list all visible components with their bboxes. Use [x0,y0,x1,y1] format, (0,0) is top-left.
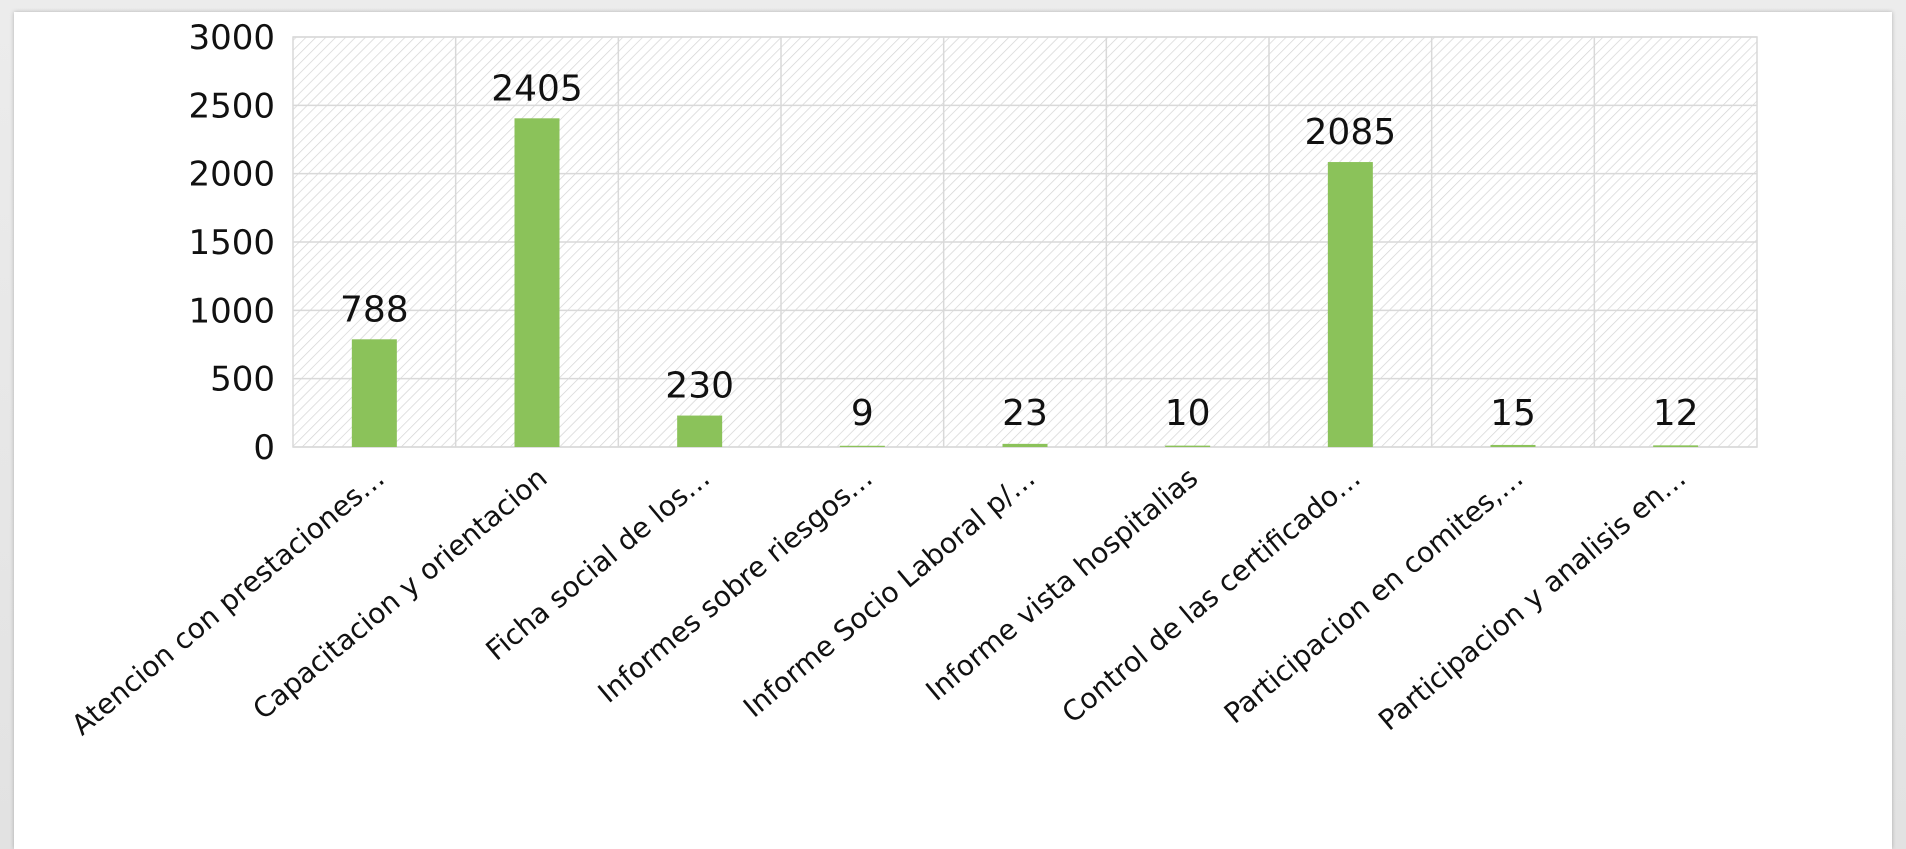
bar [1653,445,1699,447]
x-category-label: Informes sobre riesgos… [592,461,879,709]
bar [1490,444,1536,447]
bar-chart: 788 2405 230 9 23 10 2085 15 12 0 500 1000 1500 2000… [65,18,1758,742]
y-tick-label: 1500 [188,223,275,263]
x-category-label: Participacion en comites,… [1218,461,1530,730]
bar [1327,162,1373,448]
data-label: 2405 [491,68,583,109]
y-tick-label: 0 [253,428,275,468]
y-tick-label: 3000 [188,18,275,58]
data-label: 788 [340,289,409,330]
y-tick-label: 1000 [188,291,275,331]
bars [351,118,1699,448]
x-category-label: Participacion y analisis en… [1372,461,1692,737]
bar [1002,443,1048,447]
data-label: 15 [1490,393,1536,434]
y-tick-label: 500 [210,360,275,400]
bar [839,445,885,447]
bar [677,415,723,447]
slide: 788 2405 230 9 23 10 2085 15 12 0 500 1000 1500 2000… [14,12,1892,849]
y-axis: 0 500 1000 1500 2000 2500 3000 [188,18,275,468]
data-label: 23 [1002,393,1048,434]
data-label: 12 [1653,393,1699,434]
data-label: 10 [1165,393,1211,434]
data-labels: 788 2405 230 9 23 10 2085 15 12 [340,68,1699,434]
bar [1165,445,1211,447]
data-label: 230 [665,366,734,407]
x-category-label: Informe Socio Laboral p/… [737,461,1041,724]
bar [351,339,397,447]
x-category-label: Atencion con prestaciones… [65,461,391,742]
x-category-label: Control de las certificado… [1056,461,1367,730]
x-axis: Atencion con prestaciones…Capacitacion y… [65,461,1692,742]
data-label: 9 [851,393,874,434]
x-category-label: Capacitacion y orientacion [247,461,554,726]
bar [514,118,560,448]
data-label: 2085 [1305,112,1397,153]
x-category-label: Informe vista hospitalias [920,461,1205,707]
y-tick-label: 2000 [188,155,275,195]
y-tick-label: 2500 [188,86,275,126]
